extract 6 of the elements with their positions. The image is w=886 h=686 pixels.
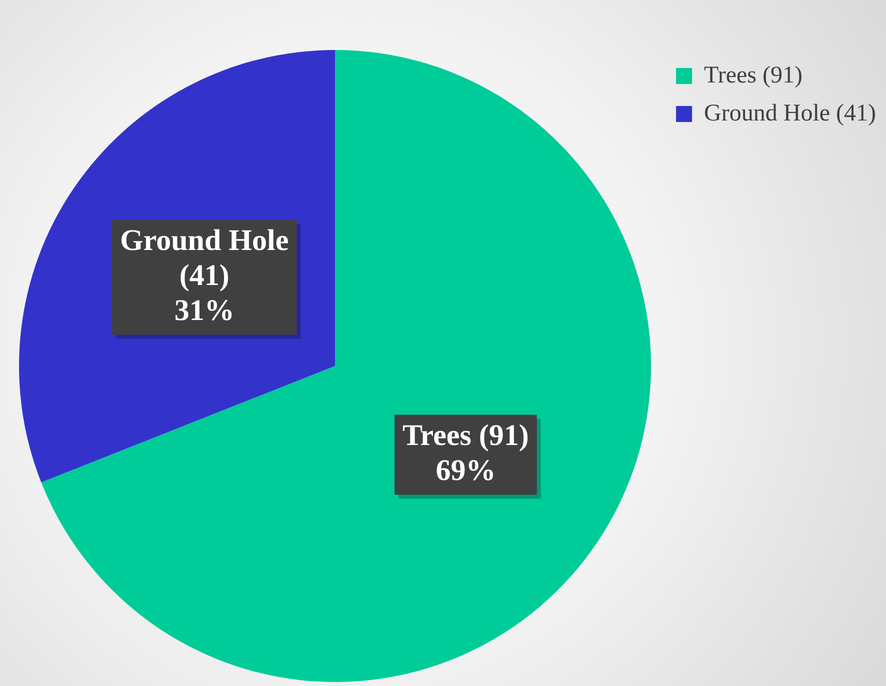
data-label: 69% bbox=[436, 454, 496, 488]
data-label: 31% bbox=[174, 294, 234, 327]
slice-label: Trees (91) bbox=[402, 419, 529, 452]
slice-label: Ground Hole (41) bbox=[120, 224, 289, 292]
legend-label: Trees (91) bbox=[704, 62, 802, 88]
legend-label: Ground Hole (41) bbox=[704, 100, 876, 126]
